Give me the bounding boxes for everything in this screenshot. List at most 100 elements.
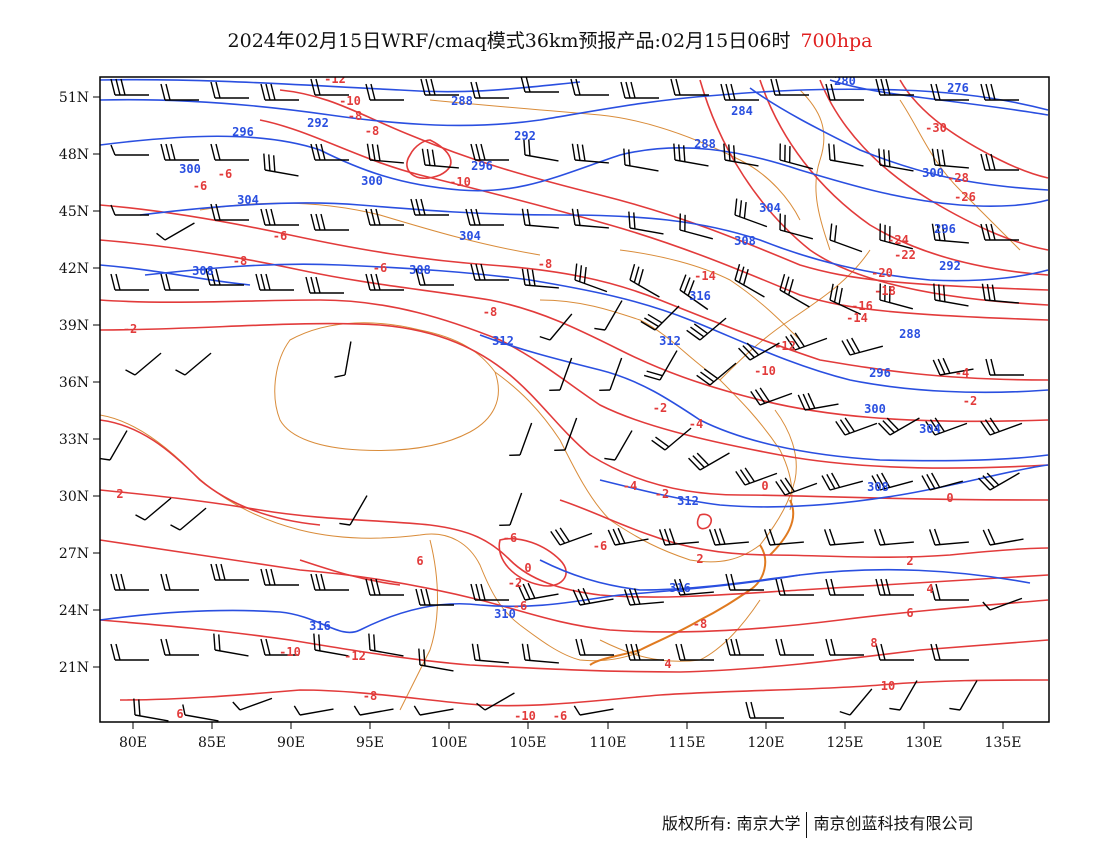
height-contours [100, 78, 1049, 634]
lon-tick-label: 115E [669, 735, 706, 751]
wind-barb [520, 77, 559, 93]
wind-barb [643, 350, 678, 381]
wind-barb [825, 578, 864, 596]
wind-barb [110, 144, 149, 156]
wind-barb [110, 78, 149, 96]
height-contour-line [599, 464, 1049, 508]
height-contour-label: 276 [947, 81, 969, 95]
temperature-contour-line [100, 539, 1049, 633]
height-contour-line [100, 78, 581, 93]
height-contour-label: 316 [309, 619, 331, 633]
wind-barb [980, 223, 1019, 241]
temperature-contour-label: -14 [694, 269, 716, 283]
wind-barb [797, 392, 839, 411]
height-contour-label: 300 [179, 162, 201, 176]
wind-barb [509, 422, 533, 457]
wind-barb [775, 638, 814, 656]
temperature-contour-label: -4 [955, 366, 969, 380]
lat-tick-label: 30N [59, 489, 89, 505]
wind-barb [879, 223, 914, 250]
wind-barb [875, 643, 914, 661]
wind-barb [930, 583, 969, 601]
wind-barb [723, 143, 759, 167]
wind-barb [550, 527, 593, 546]
footer: 版权所有: 南京大学 南京创蓝科技有限公司 [662, 810, 974, 838]
temperature-contour-line [559, 499, 1049, 559]
wind-barb [625, 643, 664, 661]
lon-tick-label: 80E [119, 735, 147, 751]
wind-barb [679, 274, 709, 311]
temperature-contour-label: 6 [906, 606, 913, 620]
boundary-line [759, 409, 797, 546]
wind-barb [160, 638, 199, 656]
wind-barb [985, 358, 1024, 376]
lon-tick-label: 100E [431, 735, 468, 751]
latitude-axis: 51N 48N 45N 42N 39N 36N 33N 30N 27N 24N 21N [59, 90, 100, 676]
height-labels: 288 292 296 300 304 308 312 316 280 276 284 288 292 2… [179, 77, 969, 633]
temperature-contour-label: -28 [947, 171, 969, 185]
wind-barb [160, 573, 199, 591]
wind-barb [735, 467, 778, 486]
boundary-line [274, 322, 499, 451]
temperature-contour-label: 4 [664, 657, 671, 671]
temperature-contour-label: -8 [233, 254, 247, 268]
lon-tick-label: 85E [198, 735, 226, 751]
wind-barb [470, 263, 509, 281]
wind-barb [930, 643, 969, 661]
wind-barb [688, 452, 730, 471]
wind-barb [933, 283, 969, 307]
wind-barb [640, 305, 680, 331]
lat-tick-label: 42N [59, 261, 89, 277]
wind-barb [110, 643, 149, 661]
wind-barb [571, 208, 609, 229]
wind-barb [629, 263, 660, 298]
temperature-contour-label: -6 [513, 599, 527, 613]
wind-barb [981, 283, 1019, 304]
wind-barb [825, 83, 864, 101]
wind-barb [232, 697, 273, 711]
temperature-contour-label: -8 [363, 689, 377, 703]
wind-barb [517, 582, 559, 601]
wind-barb [310, 213, 349, 231]
temperature-contour-label: -2 [653, 401, 667, 415]
wind-barb [334, 341, 352, 378]
wind-barb [829, 223, 863, 253]
wind-barb [785, 332, 828, 351]
wind-barb [418, 648, 454, 672]
wind-barb [835, 417, 878, 436]
longitude-axis: 80E 85E 90E 95E 100E 105E 110E 115E 120E 125E 130E… [119, 722, 1021, 751]
lat-tick-label: 45N [59, 204, 89, 220]
height-contour-label: 316 [669, 581, 691, 595]
wind-barb [365, 578, 404, 596]
temperature-contour-line [100, 619, 1049, 673]
height-contour-line [479, 334, 1049, 462]
temperature-contour-label: -12 [774, 339, 796, 353]
wind-barb [879, 283, 914, 310]
wind-barb [210, 143, 249, 161]
temperature-contour-label: -2 [508, 576, 522, 590]
height-contour-label: 300 [864, 402, 886, 416]
wind-barb [470, 143, 509, 161]
wind-barb [673, 578, 714, 596]
wind-barb [628, 211, 664, 235]
height-contour-line [100, 135, 1049, 207]
boundary-line [899, 99, 1021, 251]
temperature-contour-label: -10 [279, 645, 301, 659]
temperature-contour-line [100, 419, 321, 526]
wind-barb [871, 472, 914, 491]
wind-barb [925, 417, 968, 436]
height-contour-label: 308 [734, 234, 756, 248]
wind-barb [734, 198, 768, 228]
temperature-contour-label: -6 [193, 179, 207, 193]
wind-barb [310, 78, 349, 96]
wind-barb [775, 477, 818, 496]
temperature-contour-label: -10 [754, 364, 776, 378]
coastline [769, 499, 795, 556]
height-contour-label: 288 [899, 327, 921, 341]
copyright-text: 版权所有: 南京大学 [662, 814, 801, 833]
temperature-contour-line [299, 559, 401, 586]
wind-barb [471, 643, 509, 664]
temperature-contour-label: -22 [894, 248, 916, 262]
wind-barb [125, 352, 162, 376]
